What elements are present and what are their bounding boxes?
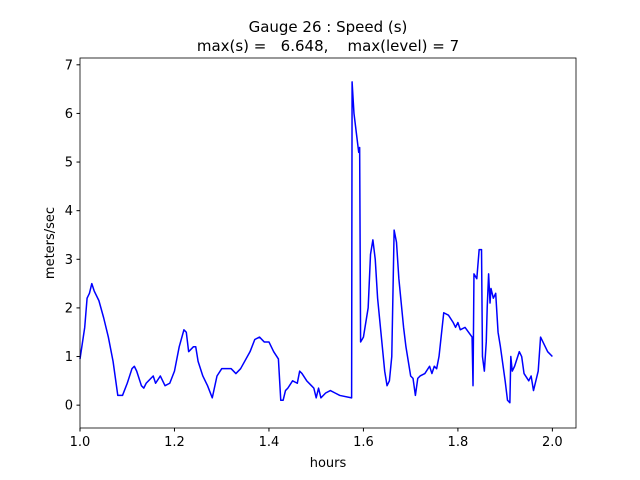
data-line [79,81,553,404]
y-axis-label: meters/sec [43,207,58,279]
x-tick-label: 1.0 [70,435,91,450]
x-tick-label: 1.8 [448,435,469,450]
x-tick-label: 2.0 [542,435,563,450]
x-axis-label: hours [310,456,347,471]
y-tick-label: 5 [65,156,73,171]
chart-title: Gauge 26 : Speed (s) [249,18,408,36]
x-tick-label: 1.2 [164,435,185,450]
y-tick-label: 6 [65,107,73,122]
y-tick-label: 7 [65,58,73,73]
y-tick-label: 0 [65,399,73,414]
x-tick-label: 1.4 [259,435,280,450]
chart-subtitle: max(s) = 6.648, max(level) = 7 [197,37,459,55]
y-tick-label: 1 [65,350,73,365]
y-tick-label: 4 [65,204,73,219]
plot-frame [79,57,577,429]
y-tick-label: 2 [65,301,73,316]
x-tick-label: 1.6 [353,435,374,450]
y-tick-label: 3 [65,253,73,268]
